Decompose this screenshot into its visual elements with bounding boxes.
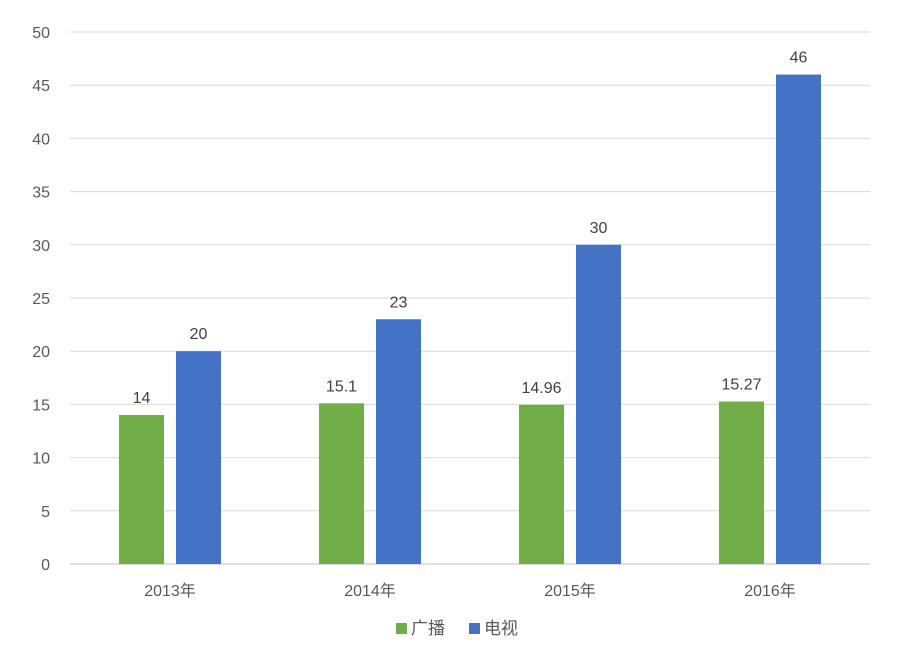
x-axis-ticks: 2013年 2014年 2015年 2016年: [144, 582, 796, 600]
bar-radio-1: [319, 403, 364, 564]
y-tick-label: 0: [41, 557, 50, 574]
legend-swatch: [469, 623, 480, 634]
data-label: 14: [133, 390, 151, 407]
legend-swatch: [396, 623, 407, 634]
legend-label: 电视: [484, 619, 518, 638]
x-tick-label: 2013年: [144, 582, 196, 600]
data-labels: 14 20 15.1 23 14.96 30 15.27 46: [133, 50, 808, 407]
y-tick-label: 20: [32, 344, 50, 361]
x-tick-label: 2016年: [744, 582, 796, 600]
y-tick-label: 30: [32, 238, 50, 255]
y-tick-label: 35: [32, 185, 50, 202]
y-tick-label: 5: [41, 504, 50, 521]
data-label: 20: [190, 326, 208, 343]
data-label: 14.96: [521, 380, 561, 397]
y-tick-label: 10: [32, 451, 50, 468]
bar-tv-1: [376, 319, 421, 564]
y-tick-label: 40: [32, 131, 50, 148]
data-label: 15.27: [721, 377, 761, 394]
bar-tv-0: [176, 351, 221, 564]
y-tick-label: 50: [32, 25, 50, 42]
y-tick-label: 15: [32, 397, 50, 414]
y-axis-ticks: 0 5 10 15 20 25 30 35 40 45 50: [32, 25, 50, 574]
x-tick-label: 2015年: [544, 582, 596, 600]
legend-label: 广播: [411, 619, 445, 638]
bar-radio-2: [519, 404, 564, 564]
bar-tv-3: [776, 74, 821, 564]
x-tick-label: 2014年: [344, 582, 396, 600]
legend: 广播 电视: [396, 619, 518, 638]
data-label: 46: [790, 50, 808, 67]
data-label: 23: [390, 294, 408, 311]
bar-radio-0: [119, 415, 164, 564]
bars: [119, 74, 821, 565]
bar-radio-3: [719, 401, 764, 564]
data-label: 15.1: [326, 378, 357, 395]
bar-tv-2: [576, 244, 621, 565]
data-label: 30: [590, 220, 608, 237]
y-tick-label: 45: [32, 78, 50, 95]
y-tick-label: 25: [32, 291, 50, 308]
